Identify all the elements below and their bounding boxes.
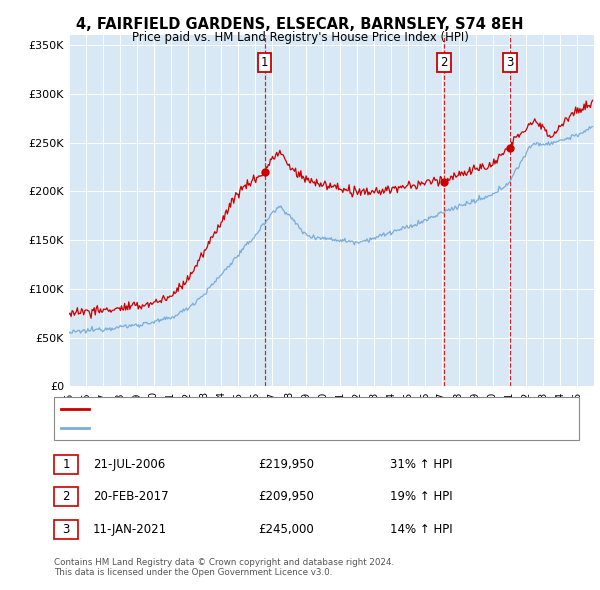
Text: 20-FEB-2017: 20-FEB-2017 [93, 490, 169, 503]
Text: £219,950: £219,950 [258, 458, 314, 471]
Text: 4, FAIRFIELD GARDENS, ELSECAR, BARNSLEY, S74 8EH (detached house): 4, FAIRFIELD GARDENS, ELSECAR, BARNSLEY,… [93, 404, 456, 414]
Text: 1: 1 [62, 458, 70, 471]
Text: 1: 1 [261, 56, 268, 69]
Text: 14% ↑ HPI: 14% ↑ HPI [390, 523, 452, 536]
Text: 31% ↑ HPI: 31% ↑ HPI [390, 458, 452, 471]
Text: £245,000: £245,000 [258, 523, 314, 536]
Text: 19% ↑ HPI: 19% ↑ HPI [390, 490, 452, 503]
Text: 4, FAIRFIELD GARDENS, ELSECAR, BARNSLEY, S74 8EH: 4, FAIRFIELD GARDENS, ELSECAR, BARNSLEY,… [76, 17, 524, 31]
Text: 2: 2 [440, 56, 448, 69]
Text: £209,950: £209,950 [258, 490, 314, 503]
Text: 3: 3 [506, 56, 514, 69]
Text: 11-JAN-2021: 11-JAN-2021 [93, 523, 167, 536]
Text: 2: 2 [62, 490, 70, 503]
Text: Contains HM Land Registry data © Crown copyright and database right 2024.
This d: Contains HM Land Registry data © Crown c… [54, 558, 394, 577]
Text: HPI: Average price, detached house, Barnsley: HPI: Average price, detached house, Barn… [93, 423, 321, 433]
Text: 21-JUL-2006: 21-JUL-2006 [93, 458, 165, 471]
Text: Price paid vs. HM Land Registry's House Price Index (HPI): Price paid vs. HM Land Registry's House … [131, 31, 469, 44]
Text: 3: 3 [62, 523, 70, 536]
